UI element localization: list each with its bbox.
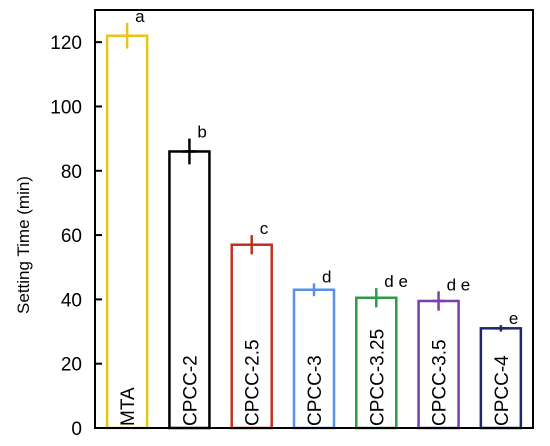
significance-letter: d e <box>384 272 408 291</box>
bar-cpcc-3 <box>292 288 336 430</box>
significance-letter: c <box>260 219 269 238</box>
category-label: MTA <box>118 387 139 426</box>
significance-letter: a <box>135 7 145 26</box>
y-tick-label: 40 <box>61 290 82 311</box>
category-label: CPCC-3.5 <box>430 339 451 426</box>
y-tick-label: 60 <box>61 226 82 247</box>
significance-letter: b <box>197 123 206 142</box>
category-label: CPCC-3.25 <box>367 329 388 426</box>
significance-letter: e <box>509 309 518 328</box>
y-tick-label: 20 <box>61 355 82 376</box>
plot-frame <box>94 9 534 429</box>
bar-cpcc-3-5 <box>417 299 460 430</box>
y-tick-label: 80 <box>61 162 82 183</box>
category-label: CPCC-2.5 <box>243 339 264 426</box>
significance-letter: d e <box>447 275 471 294</box>
bar-mta <box>105 34 149 430</box>
y-tick-label: 100 <box>50 97 82 118</box>
y-tick-label: 120 <box>50 33 82 54</box>
y-axis-label: Setting Time (min) <box>14 176 33 314</box>
significance-labels: a b c d d e d e e <box>135 7 518 328</box>
bar-cpcc-4 <box>479 327 523 430</box>
y-axis-ticks: 0 20 40 60 80 100 120 <box>50 33 102 440</box>
category-labels: MTA CPCC-2 CPCC-2.5 CPCC-3 CPCC-3.25 CPCC-3.5… <box>118 329 513 426</box>
significance-letter: d <box>322 267 331 286</box>
category-label: CPCC-2 <box>180 355 201 426</box>
category-label: CPCC-3 <box>305 355 326 426</box>
bars <box>105 34 523 430</box>
error-bars <box>120 22 508 332</box>
y-axis-title: Setting Time (min) <box>14 176 33 314</box>
category-label: CPCC-4 <box>492 355 513 426</box>
y-tick-label: 0 <box>71 419 82 440</box>
bar-cpcc-2 <box>168 150 211 430</box>
